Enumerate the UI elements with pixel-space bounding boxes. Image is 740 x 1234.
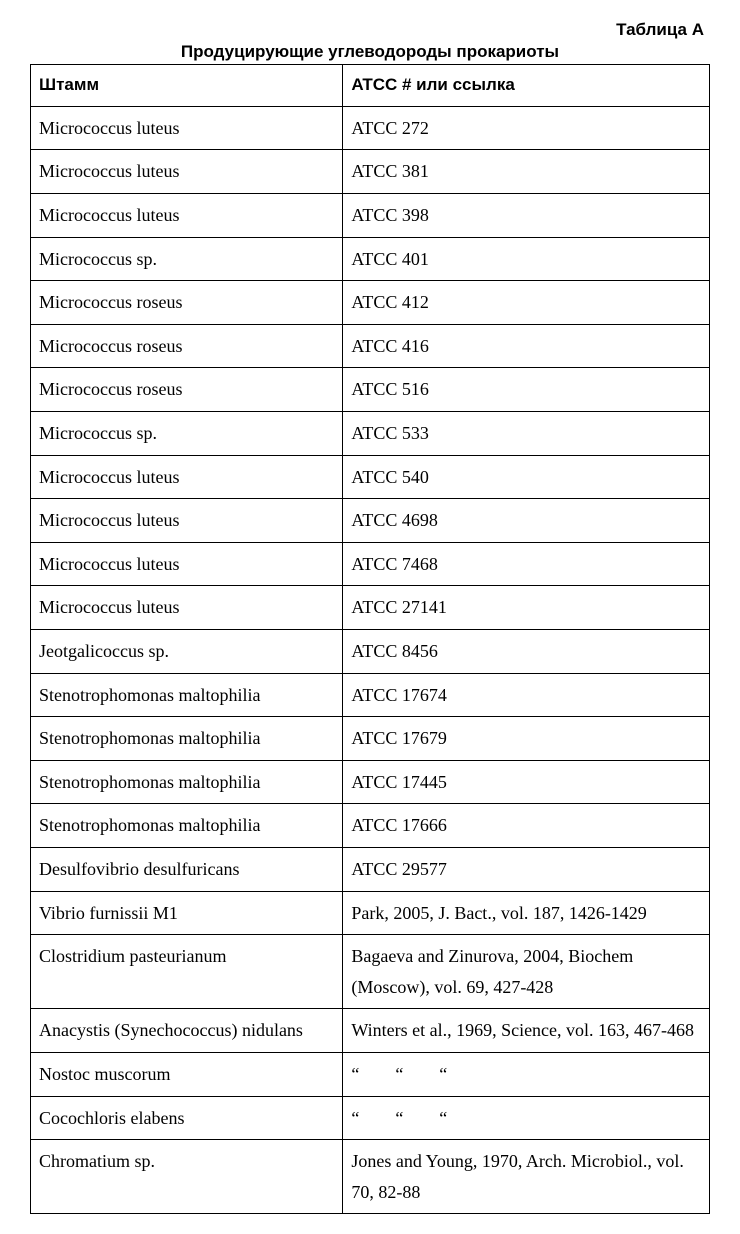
cell-atcc: ATCC 4698 bbox=[343, 499, 710, 543]
cell-atcc: ATCC 29577 bbox=[343, 847, 710, 891]
header-strain: Штамм bbox=[31, 65, 343, 107]
cell-atcc: ATCC 540 bbox=[343, 455, 710, 499]
table-row: Micrococcus roseusATCC 416 bbox=[31, 324, 710, 368]
table-row: Vibrio furnissii M1Park, 2005, J. Bact.,… bbox=[31, 891, 710, 935]
cell-atcc: ATCC 416 bbox=[343, 324, 710, 368]
cell-atcc: ATCC 17666 bbox=[343, 804, 710, 848]
table-row: Micrococcus luteusATCC 27141 bbox=[31, 586, 710, 630]
cell-atcc: Park, 2005, J. Bact., vol. 187, 1426-142… bbox=[343, 891, 710, 935]
cell-strain: Stenotrophomonas maltophilia bbox=[31, 717, 343, 761]
cell-atcc: ATCC 8456 bbox=[343, 630, 710, 674]
cell-strain: Stenotrophomonas maltophilia bbox=[31, 673, 343, 717]
cell-atcc: Jones and Young, 1970, Arch. Microbiol.,… bbox=[343, 1140, 710, 1214]
cell-strain: Micrococcus sp. bbox=[31, 412, 343, 456]
table-row: Clostridium pasteurianumBagaeva and Zinu… bbox=[31, 935, 710, 1009]
table-row: Anacystis (Synechococcus) nidulansWinter… bbox=[31, 1009, 710, 1053]
cell-atcc: ATCC 17679 bbox=[343, 717, 710, 761]
cell-strain: Anacystis (Synechococcus) nidulans bbox=[31, 1009, 343, 1053]
header-atcc: ATCC # или ссылка bbox=[343, 65, 710, 107]
cell-strain: Micrococcus luteus bbox=[31, 106, 343, 150]
prokaryote-table: Штамм ATCC # или ссылка Micrococcus lute… bbox=[30, 64, 710, 1214]
table-row: Micrococcus luteusATCC 398 bbox=[31, 194, 710, 238]
table-row: Cocochloris elabens“ “ “ bbox=[31, 1096, 710, 1140]
cell-atcc: Winters et al., 1969, Science, vol. 163,… bbox=[343, 1009, 710, 1053]
cell-atcc: ATCC 401 bbox=[343, 237, 710, 281]
cell-strain: Micrococcus roseus bbox=[31, 368, 343, 412]
cell-atcc: ATCC 412 bbox=[343, 281, 710, 325]
cell-strain: Micrococcus sp. bbox=[31, 237, 343, 281]
cell-strain: Jeotgalicoccus sp. bbox=[31, 630, 343, 674]
cell-strain: Micrococcus luteus bbox=[31, 586, 343, 630]
cell-atcc: ATCC 516 bbox=[343, 368, 710, 412]
cell-strain: Micrococcus luteus bbox=[31, 499, 343, 543]
cell-strain: Stenotrophomonas maltophilia bbox=[31, 760, 343, 804]
table-row: Micrococcus luteusATCC 540 bbox=[31, 455, 710, 499]
table-row: Micrococcus luteusATCC 381 bbox=[31, 150, 710, 194]
cell-atcc: ATCC 533 bbox=[343, 412, 710, 456]
cell-atcc: ATCC 272 bbox=[343, 106, 710, 150]
cell-atcc: ATCC 7468 bbox=[343, 542, 710, 586]
cell-strain: Stenotrophomonas maltophilia bbox=[31, 804, 343, 848]
cell-strain: Micrococcus roseus bbox=[31, 281, 343, 325]
table-row: Stenotrophomonas maltophiliaATCC 17666 bbox=[31, 804, 710, 848]
cell-strain: Micrococcus luteus bbox=[31, 455, 343, 499]
table-row: Desulfovibrio desulfuricansATCC 29577 bbox=[31, 847, 710, 891]
table-row: Micrococcus roseusATCC 412 bbox=[31, 281, 710, 325]
cell-strain: Micrococcus roseus bbox=[31, 324, 343, 368]
cell-strain: Clostridium pasteurianum bbox=[31, 935, 343, 1009]
table-row: Stenotrophomonas maltophiliaATCC 17445 bbox=[31, 760, 710, 804]
table-row: Stenotrophomonas maltophiliaATCC 17679 bbox=[31, 717, 710, 761]
cell-atcc: “ “ “ bbox=[343, 1096, 710, 1140]
table-subtitle: Продуцирующие углеводороды прокариоты bbox=[30, 42, 710, 62]
cell-atcc: Bagaeva and Zinurova, 2004, Biochem (Mos… bbox=[343, 935, 710, 1009]
table-row: Micrococcus sp.ATCC 533 bbox=[31, 412, 710, 456]
table-row: Nostoc muscorum“ “ “ bbox=[31, 1052, 710, 1096]
cell-atcc: ATCC 17445 bbox=[343, 760, 710, 804]
cell-atcc: ATCC 398 bbox=[343, 194, 710, 238]
table-header-row: Штамм ATCC # или ссылка bbox=[31, 65, 710, 107]
cell-strain: Chromatium sp. bbox=[31, 1140, 343, 1214]
table-row: Jeotgalicoccus sp.ATCC 8456 bbox=[31, 630, 710, 674]
table-row: Micrococcus luteusATCC 4698 bbox=[31, 499, 710, 543]
cell-atcc: “ “ “ bbox=[343, 1052, 710, 1096]
table-row: Micrococcus roseusATCC 516 bbox=[31, 368, 710, 412]
cell-strain: Cocochloris elabens bbox=[31, 1096, 343, 1140]
cell-strain: Micrococcus luteus bbox=[31, 542, 343, 586]
table-row: Micrococcus luteusATCC 7468 bbox=[31, 542, 710, 586]
cell-strain: Micrococcus luteus bbox=[31, 194, 343, 238]
cell-atcc: ATCC 381 bbox=[343, 150, 710, 194]
table-row: Micrococcus luteusATCC 272 bbox=[31, 106, 710, 150]
cell-atcc: ATCC 27141 bbox=[343, 586, 710, 630]
table-label: Таблица А bbox=[30, 20, 704, 40]
cell-strain: Desulfovibrio desulfuricans bbox=[31, 847, 343, 891]
cell-strain: Micrococcus luteus bbox=[31, 150, 343, 194]
table-row: Micrococcus sp.ATCC 401 bbox=[31, 237, 710, 281]
cell-strain: Nostoc muscorum bbox=[31, 1052, 343, 1096]
cell-atcc: ATCC 17674 bbox=[343, 673, 710, 717]
table-row: Chromatium sp.Jones and Young, 1970, Arc… bbox=[31, 1140, 710, 1214]
table-row: Stenotrophomonas maltophiliaATCC 17674 bbox=[31, 673, 710, 717]
cell-strain: Vibrio furnissii M1 bbox=[31, 891, 343, 935]
